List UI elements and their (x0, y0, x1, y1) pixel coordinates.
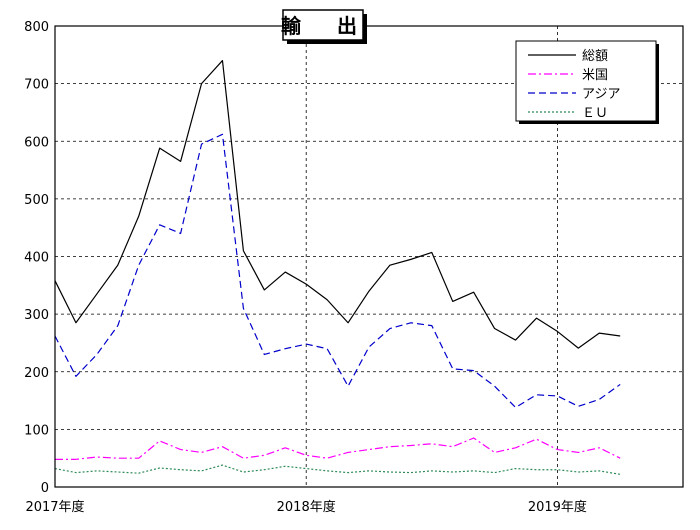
plot-frame (54, 25, 684, 488)
legend-box (515, 40, 657, 122)
y-tick-label: 100 (24, 423, 49, 438)
y-tick-label: 500 (24, 193, 49, 208)
y-tick-label: 600 (24, 135, 49, 150)
y-tick-label: 700 (24, 78, 49, 93)
y-tick-label: 200 (24, 366, 49, 381)
series-line-2 (55, 437, 621, 460)
series-line-1 (54, 59, 621, 349)
legend-label: 総額 (582, 49, 608, 64)
series-lines (54, 59, 621, 475)
legend-label: 米国 (582, 68, 608, 83)
chart-title-box: 輸 出 (281, 9, 367, 44)
y-tick-label: 400 (24, 251, 49, 266)
y-tick-label: 800 (24, 20, 49, 35)
legend-label: ＥＵ (582, 106, 608, 121)
legend-label: アジア (582, 87, 620, 102)
x-tick-label: 2017年度 (25, 499, 84, 515)
grid-lines (55, 26, 683, 487)
y-tick-label: 0 (41, 481, 49, 496)
x-tick-label: 2019年度 (528, 499, 587, 515)
y-tick-label: 300 (24, 308, 49, 323)
axes: 0 100 200 300 400 500 600 700 800 2017年度 2018年度 201… (24, 20, 684, 515)
series-line-3 (54, 133, 621, 409)
chart-title: 輸 出 (281, 14, 365, 38)
series-line-4 (54, 464, 621, 475)
x-tick-label: 2018年度 (277, 499, 336, 515)
